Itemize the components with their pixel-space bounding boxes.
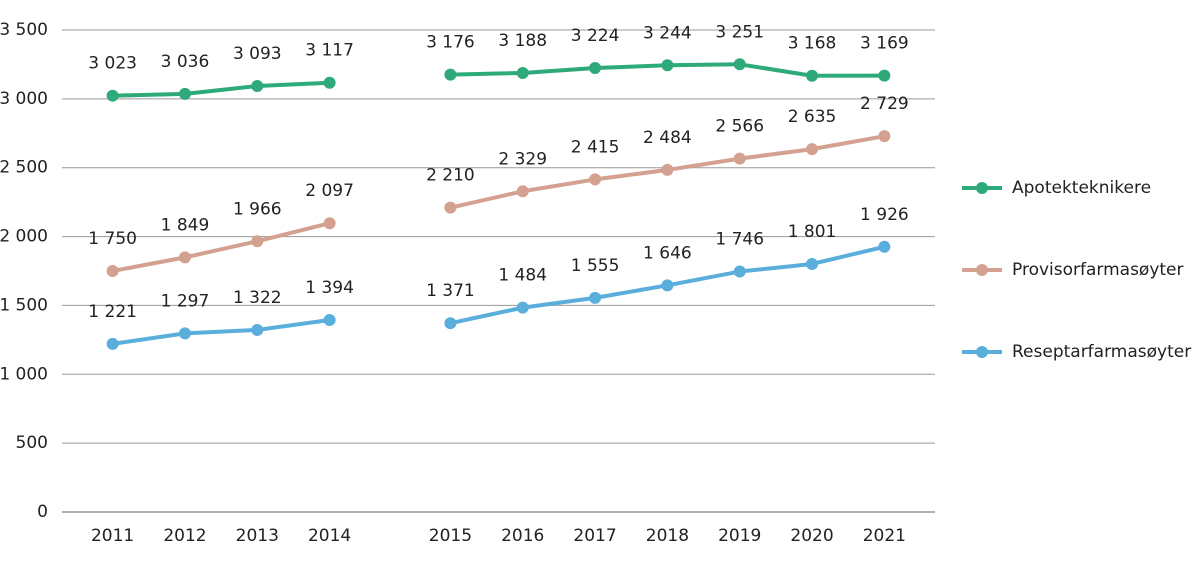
data-point [251, 323, 264, 336]
data-label: 1 849 [161, 215, 210, 235]
data-label: 1 966 [233, 199, 282, 219]
data-point [661, 279, 674, 292]
data-point [178, 251, 191, 264]
data-label: 3 023 [88, 54, 137, 74]
x-tick-label: 2020 [790, 526, 833, 546]
data-label: 3 169 [860, 34, 909, 54]
data-label: 2 566 [715, 117, 764, 137]
data-point [733, 265, 746, 278]
data-point [251, 235, 264, 248]
data-point [589, 62, 602, 75]
data-label: 3 176 [426, 33, 475, 53]
data-label: 1 750 [88, 229, 137, 249]
x-tick-label: 2012 [163, 526, 206, 546]
x-tick-label: 2015 [429, 526, 472, 546]
y-tick-label: 1 500 [0, 295, 48, 315]
data-point [444, 317, 457, 330]
data-label: 1 646 [643, 243, 692, 263]
x-tick-label: 2014 [308, 526, 351, 546]
data-point [733, 152, 746, 165]
data-point [878, 240, 891, 253]
data-label: 3 224 [571, 26, 620, 46]
data-label: 3 168 [788, 34, 837, 54]
data-point [444, 201, 457, 214]
data-point [178, 87, 191, 100]
data-label: 2 484 [643, 128, 692, 148]
data-label: 3 036 [161, 52, 210, 72]
data-point [106, 265, 119, 277]
data-point [806, 257, 819, 270]
data-point [661, 59, 674, 72]
data-label: 1 555 [571, 256, 620, 276]
data-point [516, 301, 529, 314]
data-point [733, 58, 746, 71]
series-line [112, 62, 885, 98]
y-tick-label: 3 000 [0, 89, 48, 109]
data-point [106, 337, 119, 350]
data-point [516, 185, 529, 198]
data-point [251, 80, 264, 93]
legend-label: Provisorfarmasøyter [1012, 260, 1184, 280]
legend-marker [976, 264, 988, 276]
data-point [806, 143, 819, 156]
data-point [323, 76, 336, 89]
data-label: 3 251 [715, 22, 764, 42]
data-label: 1 746 [715, 230, 764, 250]
data-label: 3 117 [305, 41, 354, 61]
data-label: 2 635 [788, 107, 837, 127]
legend-label: Apotekteknikere [1012, 178, 1151, 198]
data-point [589, 173, 602, 186]
y-tick-label: 500 [16, 433, 48, 453]
data-label: 1 484 [498, 266, 547, 286]
data-label: 2 729 [860, 94, 909, 114]
legend-marker [976, 182, 988, 194]
data-label: 3 188 [498, 31, 547, 51]
x-tick-label: 2018 [646, 526, 689, 546]
data-point [661, 163, 674, 176]
y-tick-label: 2 000 [0, 227, 48, 247]
data-label: 2 415 [571, 137, 620, 157]
data-point [106, 89, 119, 102]
data-label: 3 244 [643, 23, 692, 43]
data-label: 1 297 [161, 291, 210, 311]
data-label: 1 221 [88, 302, 137, 322]
data-point [878, 69, 891, 82]
data-point [323, 314, 336, 327]
x-tick-label: 2013 [236, 526, 279, 546]
data-point [516, 66, 529, 79]
data-label: 3 093 [233, 44, 282, 64]
y-tick-label: 1 000 [0, 364, 48, 384]
data-label: 2 329 [498, 149, 547, 169]
legend-marker [976, 346, 988, 358]
data-label: 2 097 [305, 181, 354, 201]
data-point [589, 291, 602, 304]
y-tick-label: 3 500 [0, 20, 48, 40]
data-point [178, 327, 191, 340]
x-tick-label: 2016 [501, 526, 544, 546]
legend-label: Reseptarfarmasøyter [1012, 342, 1191, 362]
data-point [323, 217, 336, 230]
series-line [112, 244, 885, 346]
x-tick-label: 2017 [573, 526, 616, 546]
data-point [444, 68, 457, 81]
data-label: 1 322 [233, 288, 282, 308]
data-label: 2 210 [426, 166, 475, 186]
data-label: 1 394 [305, 278, 354, 298]
data-label: 1 801 [788, 222, 837, 242]
y-tick-label: 0 [37, 502, 48, 522]
data-point [878, 130, 891, 143]
x-tick-label: 2021 [863, 526, 906, 546]
data-label: 1 926 [860, 205, 909, 225]
x-tick-label: 2011 [91, 526, 134, 546]
x-tick-label: 2019 [718, 526, 761, 546]
data-label: 1 371 [426, 281, 475, 301]
y-tick-label: 2 500 [0, 158, 48, 178]
data-point [806, 69, 819, 82]
